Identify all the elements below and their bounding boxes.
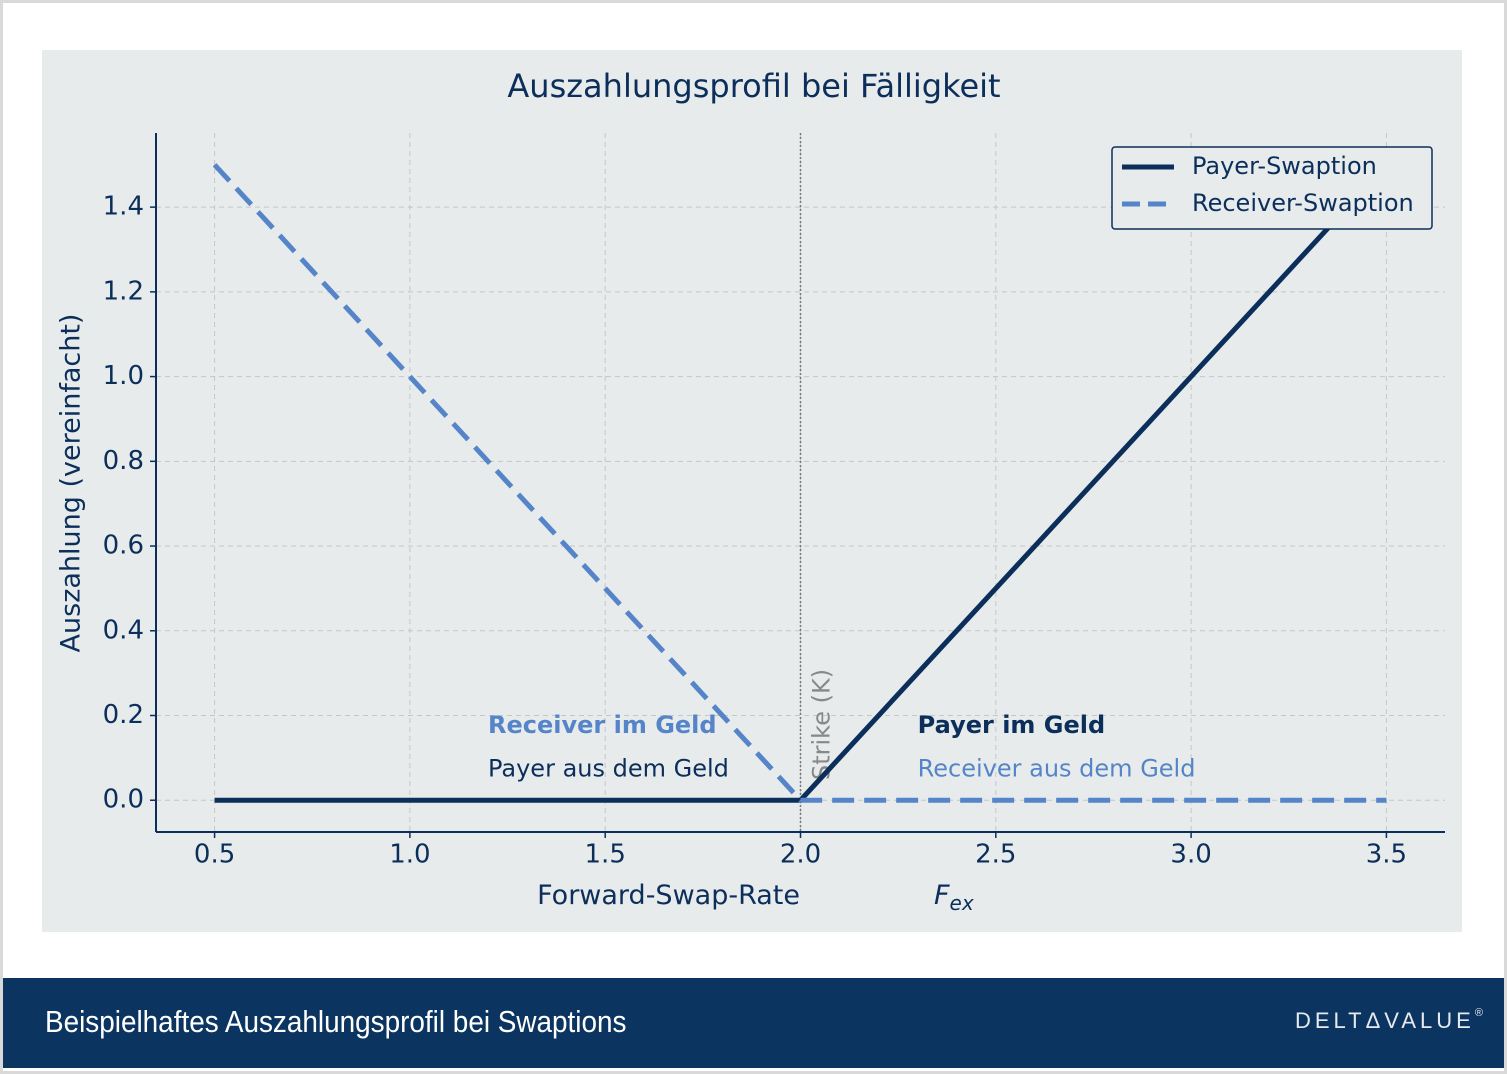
x-tick-label: 2.0: [780, 840, 821, 870]
chart-title: Auszahlungsprofil bei Fälligkeit: [507, 67, 1000, 105]
y-axis-label: Auszahlung (vereinfacht): [56, 314, 87, 653]
footer-bar: [3, 978, 1504, 1068]
annotation: Payer im Geld: [918, 711, 1106, 739]
y-tick-label: 0.2: [103, 700, 144, 730]
x-tick-label: 1.0: [389, 840, 430, 870]
annotation: Receiver im Geld: [488, 711, 717, 739]
x-tick-label: 0.5: [194, 840, 235, 870]
brand-name: DELTΔVALUE: [1295, 1008, 1475, 1033]
legend-label: Payer-Swaption: [1192, 152, 1377, 180]
x-tick-label: 2.5: [975, 840, 1016, 870]
y-tick-label: 0.6: [103, 531, 144, 561]
y-tick-label: 1.0: [103, 361, 144, 391]
y-tick-label: 1.2: [103, 276, 144, 306]
y-tick-label: 0.0: [103, 785, 144, 815]
legend-label: Receiver-Swaption: [1192, 189, 1414, 217]
x-tick-label: 1.5: [585, 840, 626, 870]
x-axis-symbol-sub: ex: [950, 891, 974, 915]
x-tick-label: 3.5: [1366, 840, 1407, 870]
annotation: Payer aus dem Geld: [488, 754, 729, 782]
y-tick-label: 1.4: [103, 192, 144, 222]
x-axis-label: Forward-Swap-Rate: [537, 880, 800, 911]
x-axis-symbol: Fex: [934, 880, 974, 915]
x-axis-symbol-base: F: [934, 880, 950, 911]
x-axis-label-text: Forward-Swap-Rate: [537, 880, 800, 911]
annotation: Receiver aus dem Geld: [918, 754, 1196, 782]
x-tick-label: 3.0: [1170, 840, 1211, 870]
y-tick-label: 0.4: [103, 615, 144, 645]
brand-mark: ®: [1475, 1007, 1483, 1019]
footer-caption: Beispielhaftes Auszahlungsprofil bei Swa…: [45, 1005, 626, 1040]
brand: DELTΔVALUE®: [1295, 1007, 1483, 1033]
y-tick-label: 0.8: [103, 446, 144, 476]
legend-box: [1111, 146, 1433, 230]
strike-label: Strike (K): [808, 669, 836, 780]
series-line: [212, 163, 1387, 803]
